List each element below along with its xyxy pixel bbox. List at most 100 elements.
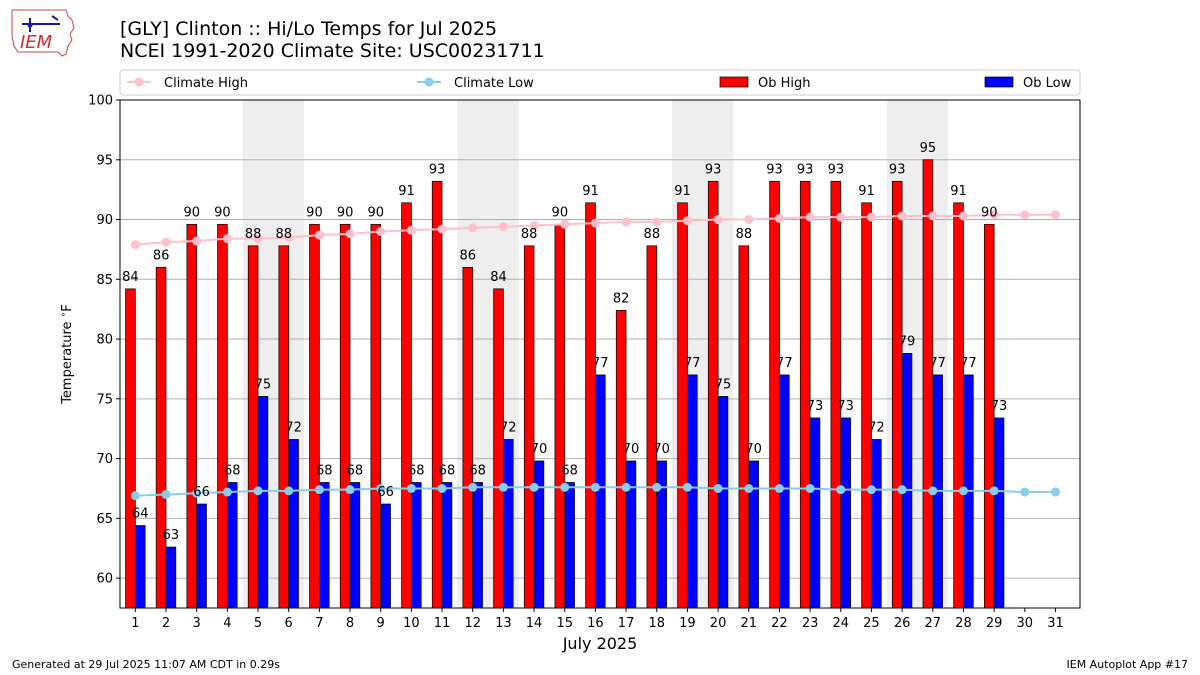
ob-high-label: 90 — [214, 205, 231, 220]
legend-climate-low-label: Climate Low — [454, 76, 534, 91]
ob-low-bar — [411, 482, 422, 609]
ob-high-label: 93 — [828, 162, 845, 177]
x-tick-label: 13 — [495, 616, 512, 631]
y-tick-label: 65 — [96, 512, 113, 527]
climate-low-point — [161, 489, 171, 499]
generated-note: Generated at 29 Jul 2025 11:07 AM CDT in… — [12, 658, 280, 671]
climate-low-point — [866, 485, 876, 495]
climate-low-point — [253, 486, 263, 496]
iem-logo: IEM — [11, 9, 75, 57]
ob-high-bar — [370, 223, 382, 609]
ob-high-bar — [769, 180, 780, 609]
climate-high-point — [652, 217, 662, 227]
ob-high-label: 91 — [582, 184, 599, 199]
x-tick-label: 27 — [925, 616, 942, 631]
climate-high-point — [590, 218, 600, 228]
climate-low-point — [989, 486, 999, 496]
legend-ob-high-label: Ob High — [758, 76, 811, 91]
climate-low-point — [130, 491, 140, 501]
ob-high-label: 95 — [920, 141, 937, 156]
climate-low-point — [1020, 487, 1030, 497]
x-tick-label: 5 — [254, 616, 262, 631]
ob-low-bar — [134, 525, 146, 609]
x-tick-label: 3 — [193, 616, 201, 631]
climate-high-point — [529, 221, 539, 231]
ob-low-label: 70 — [531, 442, 548, 457]
climate-low-point — [529, 482, 539, 492]
climate-low-point — [560, 482, 570, 492]
ob-low-bar — [901, 353, 913, 609]
climate-low-point — [621, 482, 631, 492]
climate-high-point — [713, 215, 723, 225]
ob-low-label: 73 — [807, 399, 824, 414]
climate-high-point — [989, 210, 999, 220]
ob-low-bar — [380, 503, 391, 609]
legend-climate-high-label: Climate High — [164, 76, 248, 91]
ob-high-label: 93 — [889, 162, 906, 177]
y-tick-label: 70 — [96, 452, 113, 467]
ob-low-label: 63 — [163, 528, 180, 543]
ob-low-label: 66 — [193, 485, 210, 500]
x-axis-label: July 2025 — [562, 634, 638, 653]
x-tick-label: 30 — [1017, 616, 1034, 631]
app-label: IEM Autoplot App #17 — [1066, 658, 1189, 671]
ob-low-label: 68 — [224, 463, 241, 478]
ob-low-bar — [196, 503, 207, 609]
climate-high-point — [406, 225, 416, 235]
legend-ob-low-swatch — [984, 76, 1014, 88]
ob-high-label: 86 — [153, 248, 170, 263]
x-tick-label: 9 — [377, 616, 385, 631]
x-tick-label: 31 — [1047, 616, 1064, 631]
ob-high-bar — [401, 202, 412, 609]
climate-low-point — [222, 487, 232, 497]
climate-low-point — [314, 485, 324, 495]
ob-low-label: 77 — [776, 356, 793, 371]
ob-high-label: 91 — [950, 184, 967, 199]
ob-low-label: 68 — [316, 463, 333, 478]
climate-high-point — [222, 234, 232, 244]
climate-high-point — [192, 236, 202, 246]
x-tick-label: 1 — [131, 616, 139, 631]
x-tick-label: 21 — [740, 616, 757, 631]
ob-high-label: 93 — [766, 162, 783, 177]
climate-low-point — [437, 483, 447, 493]
x-tick-label: 19 — [679, 616, 696, 631]
climate-low-point — [958, 486, 968, 496]
x-tick-label: 16 — [587, 616, 604, 631]
ob-high-bar — [155, 266, 167, 609]
chart-subtitle: NCEI 1991-2020 Climate Site: USC00231711 — [120, 40, 545, 62]
legend-climate-high-marker — [134, 77, 144, 87]
ob-high-label: 91 — [398, 184, 415, 199]
ob-low-bar — [564, 482, 575, 609]
ob-high-label: 90 — [981, 205, 998, 220]
ob-low-bar — [349, 482, 361, 609]
ob-high-label: 93 — [797, 162, 814, 177]
y-tick-label: 100 — [88, 94, 113, 109]
ob-high-label: 88 — [521, 227, 538, 242]
ob-high-bar — [585, 202, 596, 609]
climate-high-point — [498, 222, 508, 232]
x-tick-label: 10 — [403, 616, 420, 631]
x-tick-label: 15 — [556, 616, 573, 631]
ob-high-label: 84 — [490, 270, 507, 285]
ob-high-label: 90 — [552, 205, 569, 220]
x-tick-label: 7 — [315, 616, 323, 631]
climate-high-point — [560, 219, 570, 229]
ob-high-bar — [186, 223, 198, 609]
ob-low-bar — [226, 482, 238, 609]
ob-high-bar — [523, 245, 535, 609]
legend-ob-high-swatch — [719, 76, 749, 88]
x-tick-label: 14 — [526, 616, 543, 631]
climate-low-point — [284, 486, 294, 496]
climate-high-point — [468, 223, 478, 233]
climate-low-point — [713, 483, 723, 493]
climate-high-point — [1050, 210, 1060, 220]
ob-high-bar — [309, 223, 320, 609]
y-tick-label: 95 — [96, 153, 113, 168]
ob-low-bar — [472, 482, 483, 609]
x-tick-label: 24 — [832, 616, 849, 631]
ob-low-label: 64 — [132, 507, 149, 522]
ob-high-bar — [922, 159, 934, 609]
x-tick-label: 4 — [223, 616, 231, 631]
